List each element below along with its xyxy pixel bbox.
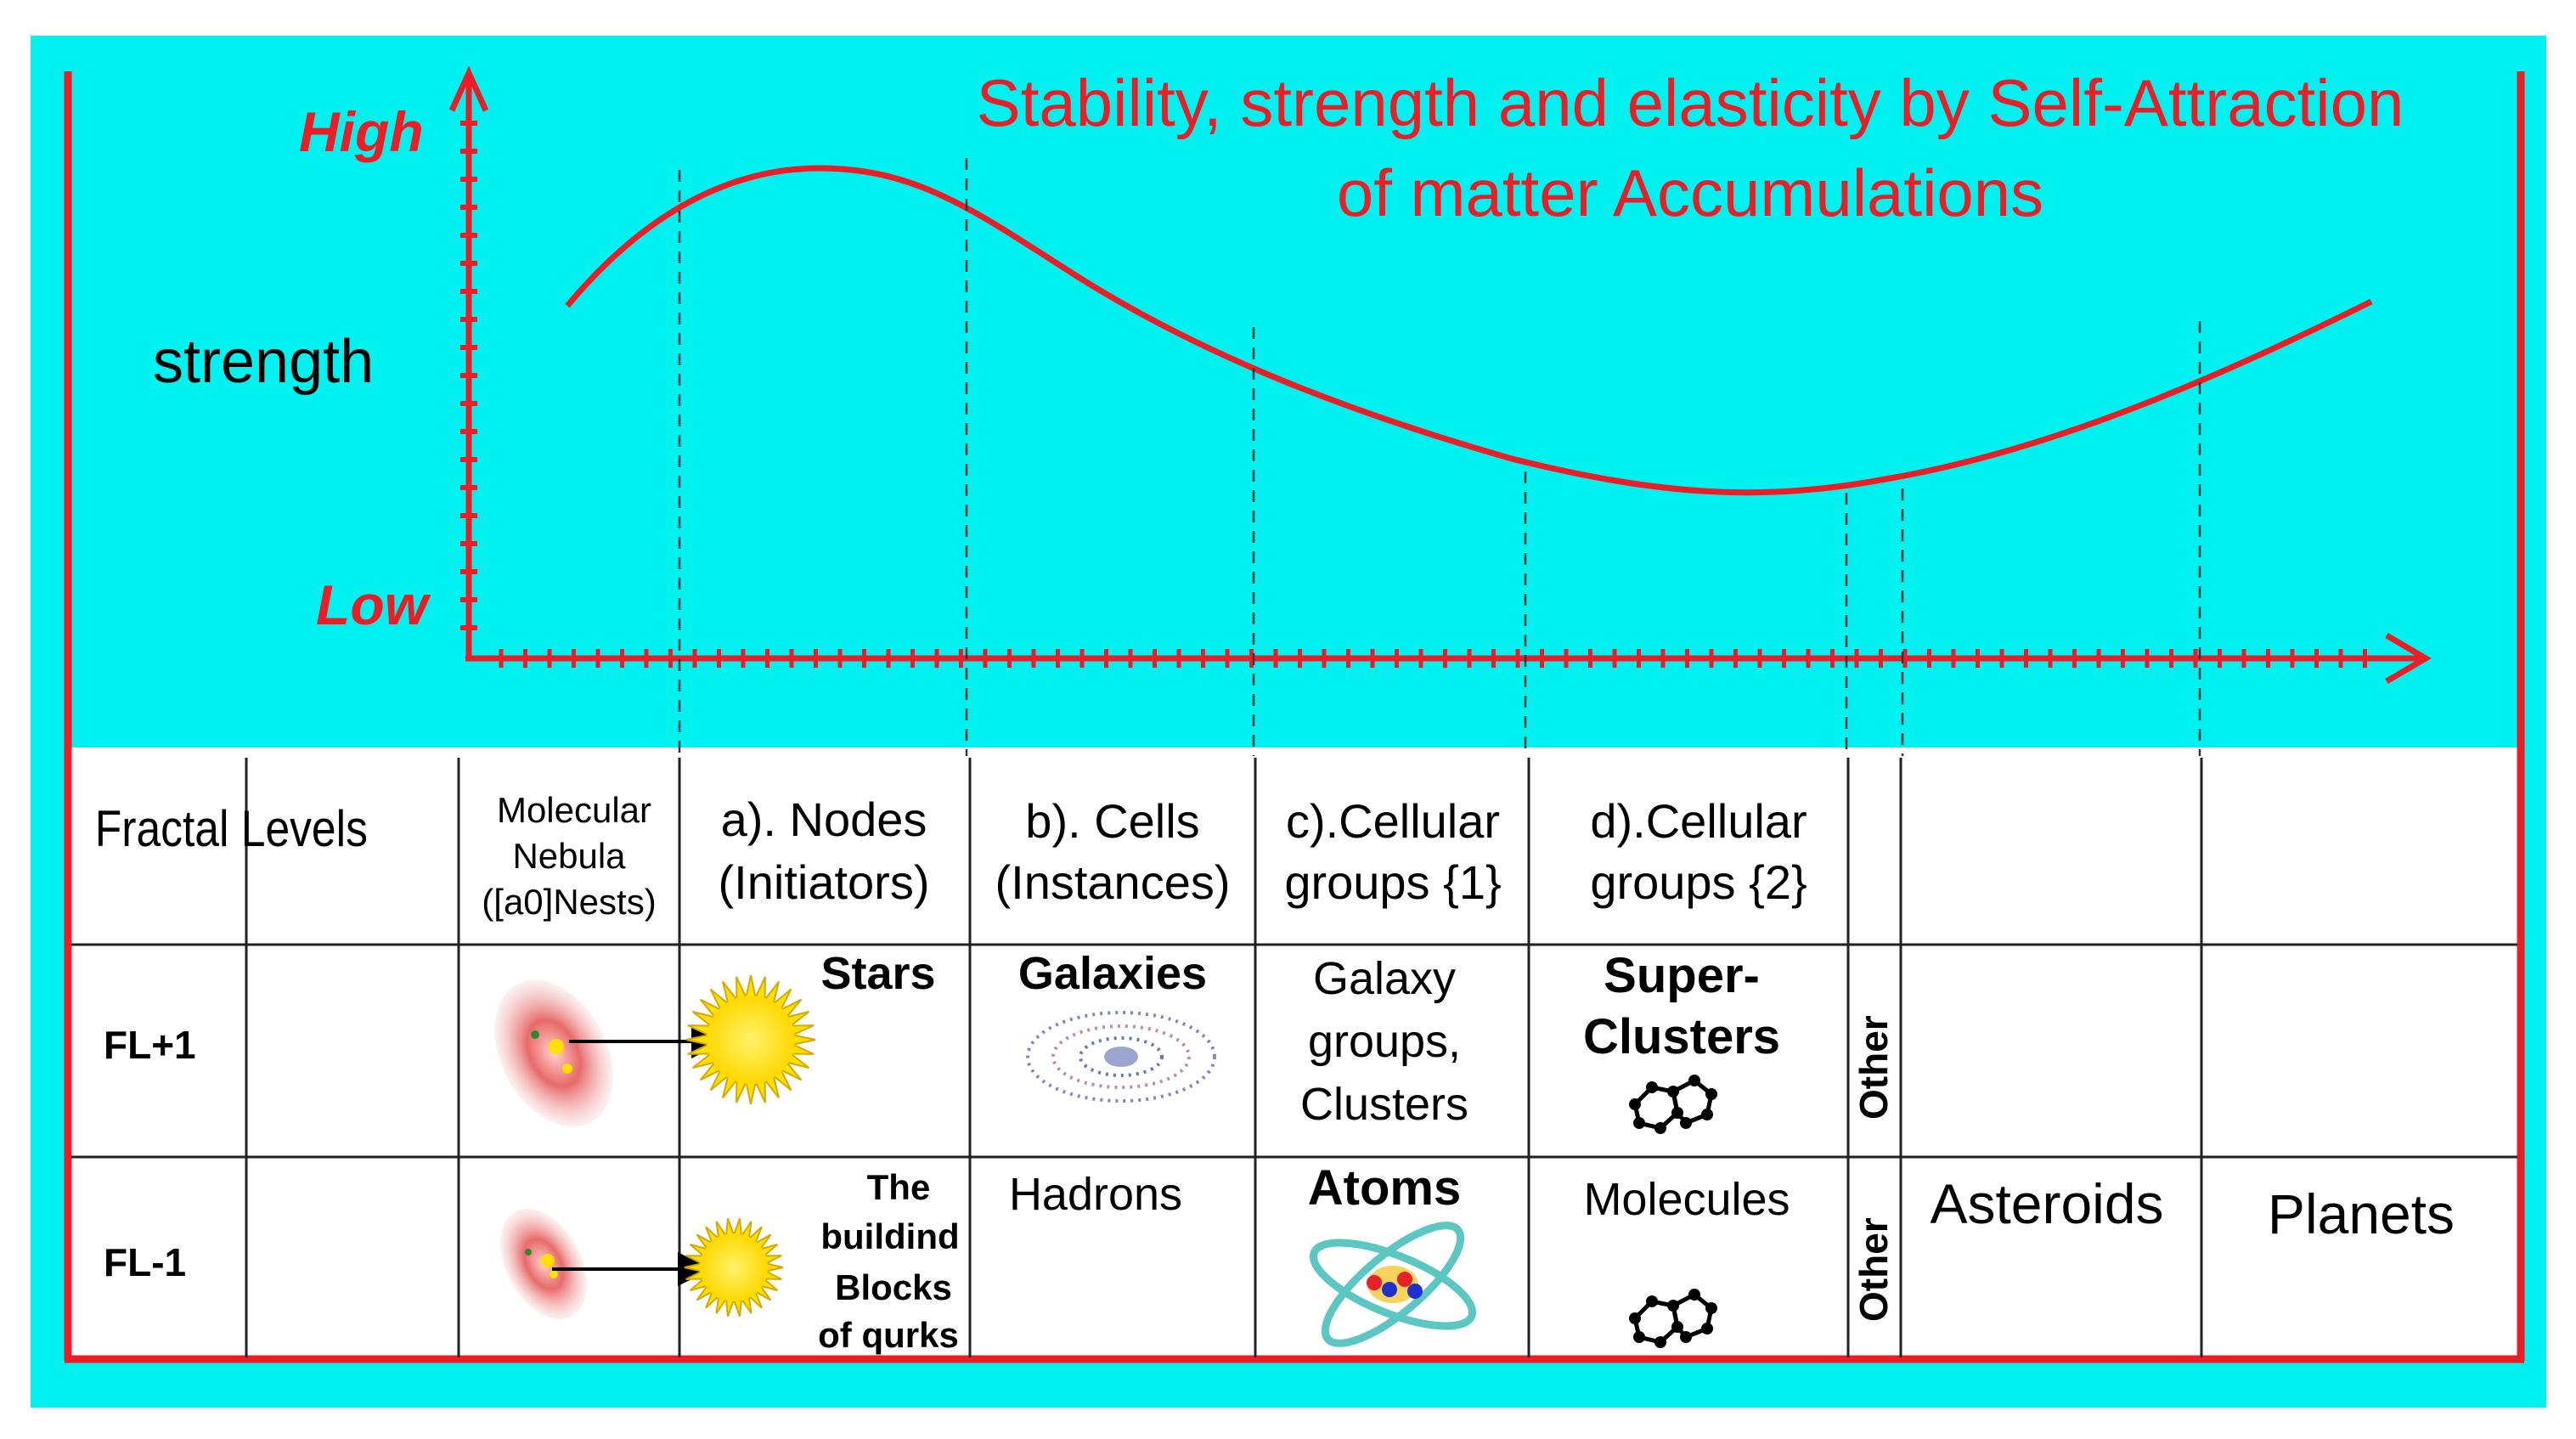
stars-label: Stars xyxy=(820,948,935,999)
super-clusters-line-2: Clusters xyxy=(1583,1009,1780,1064)
x-axis-ticks xyxy=(499,649,2367,668)
molecule-icon xyxy=(1629,1289,1717,1348)
x-axis-arrow-icon xyxy=(2385,632,2432,685)
row-fl-minus: FL-1 The buildind Blocks of qurks Hadron… xyxy=(104,1160,2455,1355)
nebula-icon-small xyxy=(500,1208,587,1320)
cg2-header-1: d).Cellular xyxy=(1590,794,1807,848)
galaxy-icon xyxy=(1026,1011,1216,1103)
cg2-header-2: groups {2} xyxy=(1590,855,1807,909)
nebula-header-1: Molecular xyxy=(497,790,651,830)
high-label: High xyxy=(299,100,424,163)
row-header-fractal: Fractal Levels xyxy=(95,799,368,857)
nodes-header-1: a). Nodes xyxy=(721,793,927,846)
blocks-line-1: The xyxy=(867,1167,931,1207)
y-axis-label: strength xyxy=(153,328,374,396)
y-axis-ticks xyxy=(460,121,477,630)
y-axis-arrow-icon xyxy=(448,65,489,112)
super-clusters-line-1: Super- xyxy=(1604,948,1760,1003)
header-row: Fractal Levels Molecular Nebula ([a0]Nes… xyxy=(95,790,1807,922)
cg1-header-1: c).Cellular xyxy=(1286,794,1500,848)
blocks-line-2: buildind xyxy=(820,1216,959,1256)
cells-header-1: b). Cells xyxy=(1025,794,1199,848)
asteroids-label: Asteroids xyxy=(1930,1172,2163,1235)
other-label-bottom: Other xyxy=(1852,1217,1896,1322)
dashed-guides xyxy=(678,158,2201,756)
table-background xyxy=(68,748,2521,1361)
fl-plus-label: FL+1 xyxy=(104,1023,196,1067)
strength-curve xyxy=(565,165,2373,496)
nebula-header-2: Nebula xyxy=(512,836,626,876)
red-frame xyxy=(64,71,2525,1363)
star-icon-small xyxy=(684,1218,784,1317)
molecules-label: Molecules xyxy=(1583,1174,1790,1225)
galaxy-groups-line-1: Galaxy xyxy=(1313,953,1456,1004)
title-line-2: of matter Accumulations xyxy=(1337,155,2043,230)
title-line-1: Stability, strength and elasticity by Se… xyxy=(977,65,2404,140)
row-header-text: Fractal Levels xyxy=(95,799,368,857)
row-fl-plus: FL+1 Stars Galaxies Galaxy groups, Clust… xyxy=(104,948,1896,1134)
atom-icon xyxy=(1309,1222,1477,1347)
galaxies-label: Galaxies xyxy=(1018,948,1207,999)
galaxy-groups-line-3: Clusters xyxy=(1300,1079,1468,1130)
nodes-header-2: (Initiators) xyxy=(719,855,930,909)
blocks-line-4: of qurks xyxy=(818,1315,959,1355)
galaxy-groups-line-2: groups, xyxy=(1308,1016,1461,1067)
fl-minus-label: FL-1 xyxy=(104,1240,186,1284)
star-icon xyxy=(685,974,816,1105)
cluster-network-icon xyxy=(1629,1075,1717,1134)
nebula-header-3: ([a0]Nests) xyxy=(482,882,656,922)
planets-label: Planets xyxy=(2268,1182,2455,1245)
cg1-header-2: groups {1} xyxy=(1284,855,1501,909)
blocks-line-3: Blocks xyxy=(835,1267,952,1307)
hadrons-label: Hadrons xyxy=(1009,1169,1182,1220)
cells-header-2: (Instances) xyxy=(995,855,1231,909)
low-label: Low xyxy=(316,573,431,636)
atoms-label: Atoms xyxy=(1308,1160,1461,1216)
nebula-icon xyxy=(494,979,613,1127)
other-label-top: Other xyxy=(1852,1015,1896,1120)
